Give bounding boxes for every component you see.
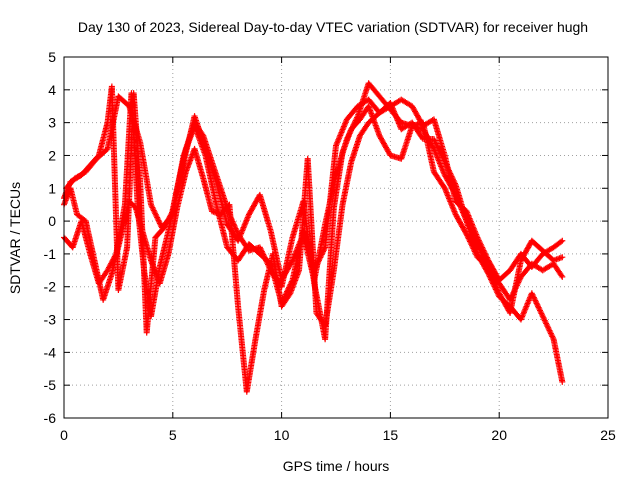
data-point [558, 238, 565, 245]
y-tick-label: -4 [44, 344, 57, 360]
x-tick-label: 10 [274, 427, 290, 443]
x-tick-label: 5 [169, 427, 177, 443]
y-tick-label: 3 [48, 115, 56, 131]
y-axis-label: SDTVAR / TECUs [7, 182, 23, 294]
x-tick-label: 25 [600, 427, 616, 443]
y-tick-label: 0 [48, 213, 56, 229]
y-tick-label: -2 [44, 279, 57, 295]
y-tick-label: -5 [44, 377, 57, 393]
y-tick-label: 2 [48, 147, 56, 163]
x-tick-label: 20 [491, 427, 507, 443]
y-tick-label: 1 [48, 180, 56, 196]
data-point [559, 237, 566, 244]
chart-title: Day 130 of 2023, Sidereal Day-to-day VTE… [78, 19, 588, 35]
y-tick-label: 5 [48, 49, 56, 65]
y-tick-label: -3 [44, 312, 57, 328]
y-tick-label: -1 [44, 246, 57, 262]
data-marks [61, 80, 566, 395]
y-tick-label: 4 [48, 82, 56, 98]
y-tick-label: -6 [44, 410, 57, 426]
x-tick-label: 0 [60, 427, 68, 443]
x-tick-label: 15 [383, 427, 399, 443]
x-axis-label: GPS time / hours [283, 458, 390, 474]
